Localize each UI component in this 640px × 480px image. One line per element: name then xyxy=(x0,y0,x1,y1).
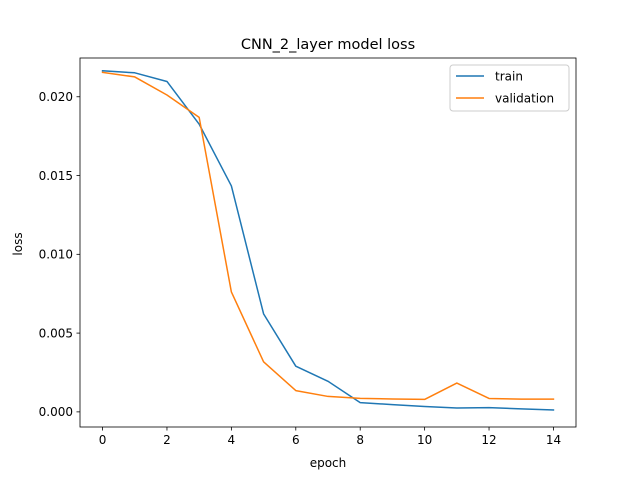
x-tick-label: 10 xyxy=(417,433,432,447)
y-axis-label: loss xyxy=(11,232,25,255)
series-line-validation xyxy=(101,71,555,401)
y-tick-label: 0.005 xyxy=(39,326,73,340)
x-tick-label: 2 xyxy=(163,433,171,447)
x-tick-label: 0 xyxy=(99,433,107,447)
x-tick-label: 6 xyxy=(292,433,300,447)
legend-label-validation: validation xyxy=(495,91,554,105)
x-tick-label: 8 xyxy=(356,433,364,447)
y-tick-label: 0.015 xyxy=(39,169,73,183)
legend-label-train: train xyxy=(495,69,523,83)
y-tick-label: 0.000 xyxy=(39,405,73,419)
x-tick-label: 12 xyxy=(481,433,496,447)
x-tick-label: 4 xyxy=(228,433,236,447)
x-tick-label: 14 xyxy=(546,433,561,447)
chart-title: CNN_2_layer model loss xyxy=(241,37,415,53)
y-tick-label: 0.020 xyxy=(39,90,73,104)
y-tick-label: 0.010 xyxy=(39,248,73,262)
series-line-train xyxy=(101,69,555,411)
axes-frame xyxy=(79,57,577,428)
x-axis-label: epoch xyxy=(310,456,347,470)
plot-area: 0 2 4 6 8 10 12 14 0.000 0.005 0.010 0.015 0.020 trai… xyxy=(39,57,577,447)
